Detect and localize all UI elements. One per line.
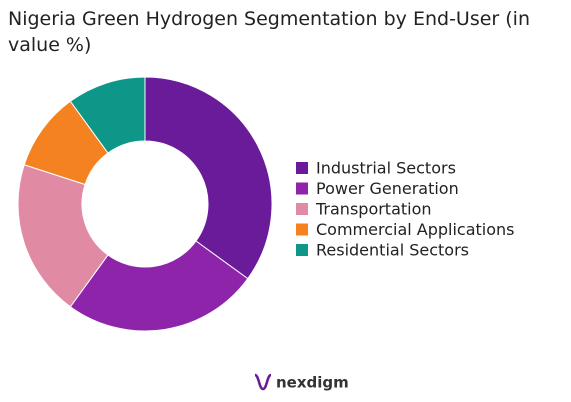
logo: nexdigm (254, 373, 349, 392)
legend-swatch (296, 223, 308, 236)
legend-label: Industrial Sectors (316, 159, 456, 178)
legend-swatch (296, 162, 308, 174)
logo-icon (254, 373, 272, 391)
legend-label: Commercial Applications (316, 220, 515, 239)
donut-slice (17, 164, 109, 308)
donut-slice (144, 76, 273, 280)
chart-title: Nigeria Green Hydrogen Segmentation by E… (8, 8, 530, 56)
legend-label: Power Generation (316, 179, 459, 198)
legend-swatch (296, 182, 308, 195)
logo-text: nexdigm (276, 374, 349, 392)
donut-slice (69, 76, 146, 154)
donut-slice (69, 240, 249, 332)
legend-swatch (296, 244, 308, 256)
legend-label: Transportation (315, 200, 432, 219)
legend-label: Residential Sectors (316, 241, 469, 260)
legend-swatch (296, 203, 308, 215)
